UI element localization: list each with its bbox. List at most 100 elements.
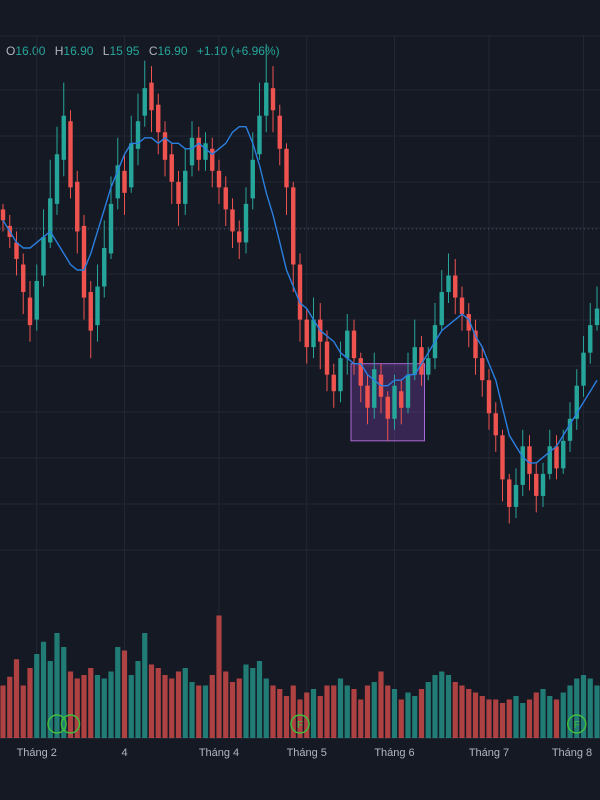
x-tick-label: Tháng 2 — [17, 747, 57, 759]
candle-body — [41, 236, 46, 276]
volume-bar — [229, 682, 236, 738]
candle-body — [95, 286, 100, 326]
volume-bar — [196, 685, 202, 738]
candle — [75, 170, 80, 254]
candle-body — [439, 292, 444, 326]
candle-body — [507, 479, 512, 507]
volume-bar — [148, 664, 155, 738]
x-tick-label: Tháng 6 — [374, 747, 414, 759]
close-value: 16.90 — [157, 44, 188, 58]
close-key: C — [148, 44, 158, 58]
candle-body — [527, 446, 532, 474]
volume-bar — [7, 676, 13, 738]
volume-bar — [452, 682, 458, 738]
event-marker-2: F — [290, 714, 310, 734]
candle — [480, 347, 485, 397]
candle — [183, 148, 188, 215]
candle — [243, 187, 249, 254]
candle — [365, 374, 370, 425]
candle — [385, 391, 390, 441]
volume-bar — [466, 689, 472, 738]
candle-body — [419, 347, 424, 375]
candle — [534, 462, 539, 513]
candle — [61, 82, 66, 177]
candle — [291, 181, 296, 293]
candle-body — [581, 352, 586, 386]
candle-body — [210, 148, 215, 171]
time-axis: Tháng 2 4 Tháng 4 Tháng 5 Tháng 6 Tháng 7 Thán… — [17, 747, 593, 759]
change-value: +1.10 (+6.96%) — [196, 44, 280, 58]
candle-body — [459, 297, 465, 315]
candle — [149, 66, 154, 133]
candle-body — [500, 435, 505, 480]
volume-bar — [310, 689, 317, 738]
candle — [466, 303, 471, 348]
candle-body — [547, 446, 552, 474]
candle — [507, 473, 512, 524]
candle — [493, 402, 498, 452]
volume-bar — [27, 668, 33, 738]
candle — [21, 253, 26, 315]
volume-bar — [594, 685, 600, 738]
candle — [581, 336, 586, 397]
candle — [311, 297, 316, 359]
volume-bar — [81, 675, 87, 738]
candle-body — [203, 143, 208, 160]
candle-body — [183, 170, 188, 204]
x-tick-label: Tháng 4 — [199, 747, 239, 759]
candle-body — [540, 473, 546, 496]
candle — [129, 115, 134, 193]
candle — [196, 126, 201, 171]
volume-bar — [580, 675, 587, 738]
volume-bar — [479, 696, 485, 738]
candle — [473, 319, 478, 375]
volume-bar — [243, 664, 249, 738]
high-value: 16.90 — [63, 44, 94, 58]
candle-body — [324, 341, 330, 375]
candle-body — [466, 314, 471, 331]
candle — [304, 308, 309, 364]
candle — [0, 203, 6, 232]
candle-body — [365, 385, 370, 408]
candle — [41, 209, 46, 287]
candle-body — [493, 413, 498, 436]
volume-bar — [513, 696, 519, 738]
candle — [439, 270, 444, 331]
event-marker-circle — [60, 714, 81, 734]
candle-body — [372, 369, 377, 408]
candle — [169, 143, 174, 204]
candle-body — [102, 247, 107, 287]
candle — [459, 286, 465, 331]
volume-bar — [439, 671, 445, 738]
volume-bar — [155, 668, 161, 738]
volume-bar — [216, 615, 222, 738]
candle — [358, 352, 363, 403]
volume-bar — [236, 678, 242, 738]
candle-body — [162, 132, 168, 160]
volume-bar — [101, 678, 107, 738]
event-marker-circle — [47, 714, 67, 734]
open-value: 16.00 — [15, 44, 46, 58]
volume-bar — [324, 685, 330, 738]
candle — [324, 330, 330, 392]
candle — [372, 352, 377, 419]
x-tick-label: Tháng 7 — [469, 747, 509, 759]
volume-bar — [283, 696, 290, 738]
volume-bar — [142, 633, 148, 738]
candle — [419, 336, 424, 386]
candle — [561, 429, 566, 474]
volume-bar — [526, 699, 533, 738]
x-tick-label: 4 — [121, 747, 127, 759]
event-marker-circle — [290, 714, 310, 734]
candle-body — [243, 203, 249, 243]
volume-bar — [418, 689, 425, 738]
volume-bar — [135, 661, 141, 738]
candle-body — [237, 231, 242, 243]
candle-body — [0, 209, 6, 221]
candle-body — [588, 325, 593, 353]
candle-body — [48, 198, 53, 243]
volume-bar — [391, 689, 398, 738]
volume-bar — [378, 671, 384, 738]
